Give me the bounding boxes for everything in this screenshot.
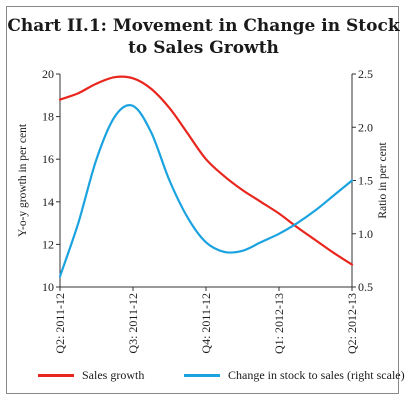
y-right-axis-label: Ratio in per cent bbox=[377, 142, 389, 219]
y-left-tick-label: 12 bbox=[42, 237, 54, 251]
y-right-tick-label: 2.0 bbox=[358, 120, 373, 134]
chart-title: Chart II.1: Movement in Change in Stock … bbox=[7, 16, 400, 58]
y-left-tick-label: 18 bbox=[42, 110, 54, 124]
y-right-tick-label: 1.0 bbox=[358, 227, 373, 241]
legend-item-sales-growth: Sales growth bbox=[38, 368, 144, 383]
y-left-tick-label: 14 bbox=[42, 195, 54, 209]
legend-swatch-stock-to-sales bbox=[184, 374, 220, 377]
x-tick-label: Q2: 2012-13 bbox=[345, 293, 359, 354]
legend-item-stock-to-sales: Change in stock to sales (right scale) bbox=[184, 368, 405, 383]
legend-swatch-sales-growth bbox=[38, 374, 74, 377]
x-tick-label: Q1: 2012-13 bbox=[272, 293, 286, 354]
y-right-tick-label: 0.5 bbox=[358, 280, 373, 294]
y-right-tick-label: 1.5 bbox=[358, 174, 373, 188]
x-tick-label: Q2: 2011-12 bbox=[53, 293, 67, 354]
y-left-tick-label: 20 bbox=[42, 67, 54, 81]
y-left-tick-label: 10 bbox=[42, 280, 54, 294]
chart-legend: Sales growth Change in stock to sales (r… bbox=[0, 368, 407, 390]
x-tick-label: Q3: 2011-12 bbox=[126, 293, 140, 354]
y-left-tick-label: 16 bbox=[42, 152, 54, 166]
legend-label-stock-to-sales: Change in stock to sales (right scale) bbox=[228, 368, 405, 382]
chart-frame: Chart II.1: Movement in Change in Stock … bbox=[6, 6, 400, 394]
sales-growth-line bbox=[58, 75, 354, 266]
stock-to-sales-line bbox=[58, 104, 354, 278]
y-left-axis-label: Y-o-y growth in per cent bbox=[17, 123, 29, 237]
legend-label-sales-growth: Sales growth bbox=[82, 368, 145, 382]
x-tick-label: Q4: 2011-12 bbox=[199, 293, 213, 354]
y-right-tick-label: 2.5 bbox=[358, 67, 373, 81]
